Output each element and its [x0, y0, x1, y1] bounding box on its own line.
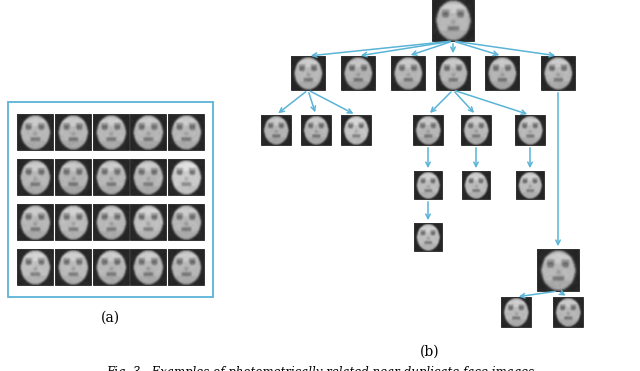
Bar: [17, 159, 53, 195]
Bar: [515, 115, 545, 145]
Bar: [413, 115, 443, 145]
Bar: [131, 249, 166, 285]
Bar: [432, 0, 474, 41]
Bar: [414, 223, 442, 251]
Bar: [485, 56, 519, 90]
Bar: [341, 115, 371, 145]
Bar: [17, 114, 53, 150]
Bar: [93, 114, 129, 150]
Bar: [461, 115, 491, 145]
Bar: [414, 171, 442, 199]
Bar: [537, 249, 579, 291]
Bar: [17, 204, 53, 240]
Bar: [93, 159, 129, 195]
Bar: [93, 249, 129, 285]
Bar: [391, 56, 425, 90]
Bar: [168, 249, 204, 285]
Bar: [168, 114, 204, 150]
Bar: [553, 297, 583, 327]
Bar: [341, 56, 375, 90]
Bar: [436, 56, 470, 90]
Bar: [541, 56, 575, 90]
Bar: [291, 56, 325, 90]
Text: (a): (a): [101, 311, 120, 325]
Bar: [501, 297, 531, 327]
Text: (b): (b): [420, 345, 440, 359]
Bar: [93, 204, 129, 240]
Bar: [168, 204, 204, 240]
Bar: [54, 204, 91, 240]
Bar: [516, 171, 544, 199]
Bar: [131, 204, 166, 240]
Bar: [131, 114, 166, 150]
Bar: [8, 102, 213, 297]
Bar: [168, 159, 204, 195]
Bar: [131, 159, 166, 195]
Bar: [54, 249, 91, 285]
Bar: [17, 249, 53, 285]
Bar: [462, 171, 490, 199]
Bar: [54, 114, 91, 150]
Text: Fig. 3.  Examples of photometrically related near-duplicate face images: Fig. 3. Examples of photometrically rela…: [106, 366, 534, 371]
Bar: [301, 115, 331, 145]
Bar: [54, 159, 91, 195]
Bar: [261, 115, 291, 145]
